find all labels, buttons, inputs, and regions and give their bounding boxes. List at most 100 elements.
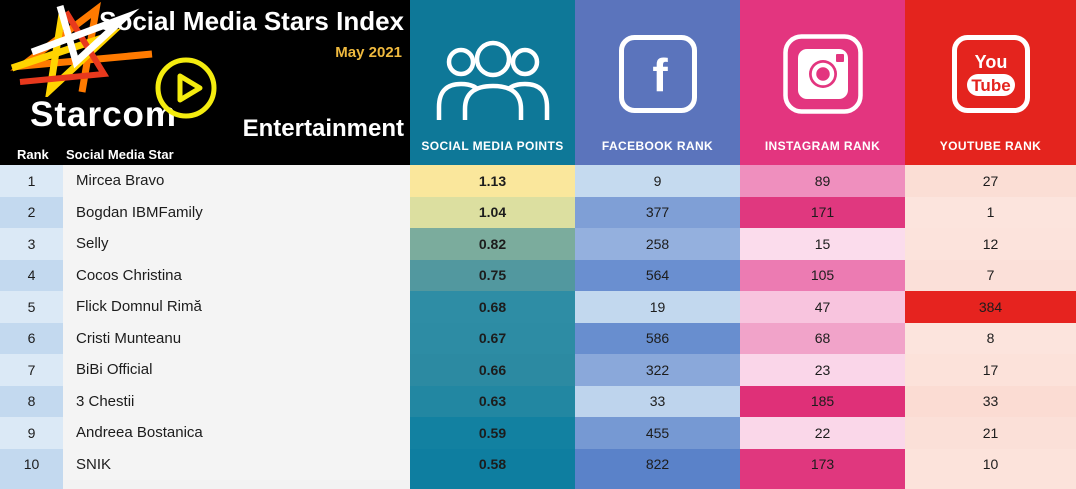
rank-cell: 2 bbox=[0, 196, 63, 228]
youtube-column-label: YOUTUBE RANK bbox=[939, 139, 1042, 153]
youtube-cell: 1 bbox=[905, 196, 1076, 228]
instagram-cell: 171 bbox=[740, 196, 905, 228]
name-cell: SNIK bbox=[63, 448, 410, 480]
facebook-cell: 33 bbox=[575, 385, 740, 417]
instagram-cell: 68 bbox=[740, 322, 905, 354]
instagram-cell: 23 bbox=[740, 354, 905, 386]
points-cell: 0.58 bbox=[410, 448, 575, 480]
name-cell: Flick Domnul Rimă bbox=[63, 291, 410, 323]
header-band: Starcom Social Media Stars Index May 202… bbox=[0, 0, 1076, 165]
youtube-icon: You Tube bbox=[950, 0, 1032, 139]
instagram-cell: 22 bbox=[740, 417, 905, 449]
rank-cell: 3 bbox=[0, 228, 63, 260]
points-cell: 0.75 bbox=[410, 259, 575, 291]
rank-cell: 1 bbox=[0, 165, 63, 197]
table-body: 1 Mircea Bravo 1.13 9 89 27 2 Bogdan IBM… bbox=[0, 165, 1076, 480]
youtube-column-header: You Tube YOUTUBE RANK bbox=[905, 0, 1076, 165]
youtube-cell: 8 bbox=[905, 322, 1076, 354]
name-cell: Bogdan IBMFamily bbox=[63, 196, 410, 228]
table-row: 8 3 Chestii 0.63 33 185 33 bbox=[0, 385, 1076, 417]
facebook-cell: 19 bbox=[575, 291, 740, 323]
page-title: Social Media Stars Index bbox=[99, 6, 404, 36]
rank-cell: 8 bbox=[0, 385, 63, 417]
people-icon bbox=[432, 0, 554, 139]
points-cell: 0.68 bbox=[410, 291, 575, 323]
partial-youtube-cell bbox=[905, 480, 1076, 489]
facebook-cell: 322 bbox=[575, 354, 740, 386]
name-cell: BiBi Official bbox=[63, 354, 410, 386]
points-cell: 0.59 bbox=[410, 417, 575, 449]
points-cell: 1.13 bbox=[410, 165, 575, 197]
table-row: 9 Andreea Bostanica 0.59 455 22 21 bbox=[0, 417, 1076, 449]
youtube-cell: 21 bbox=[905, 417, 1076, 449]
svg-text:Tube: Tube bbox=[971, 76, 1010, 95]
table-row: 3 Selly 0.82 258 15 12 bbox=[0, 228, 1076, 260]
instagram-cell: 173 bbox=[740, 448, 905, 480]
name-cell: Cocos Christina bbox=[63, 259, 410, 291]
points-cell: 1.04 bbox=[410, 196, 575, 228]
instagram-column-label: INSTAGRAM RANK bbox=[764, 139, 881, 153]
youtube-cell: 12 bbox=[905, 228, 1076, 260]
facebook-cell: 586 bbox=[575, 322, 740, 354]
points-column-label: SOCIAL MEDIA POINTS bbox=[421, 139, 564, 153]
rank-cell: 6 bbox=[0, 322, 63, 354]
name-cell: Andreea Bostanica bbox=[63, 417, 410, 449]
points-cell: 0.66 bbox=[410, 354, 575, 386]
table-row: 4 Cocos Christina 0.75 564 105 7 bbox=[0, 259, 1076, 291]
facebook-cell: 258 bbox=[575, 228, 740, 260]
starcom-star-logo-icon bbox=[6, 1, 154, 102]
table-row: 2 Bogdan IBMFamily 1.04 377 171 1 bbox=[0, 196, 1076, 228]
category-title: Entertainment bbox=[242, 115, 404, 142]
points-cell: 0.63 bbox=[410, 385, 575, 417]
instagram-cell: 105 bbox=[740, 259, 905, 291]
rank-cell: 7 bbox=[0, 354, 63, 386]
svg-text:f: f bbox=[652, 49, 668, 101]
youtube-cell: 10 bbox=[905, 448, 1076, 480]
table-row: 1 Mircea Bravo 1.13 9 89 27 bbox=[0, 165, 1076, 197]
youtube-cell: 27 bbox=[905, 165, 1076, 197]
table-row: 5 Flick Domnul Rimă 0.68 19 47 384 bbox=[0, 291, 1076, 323]
table-row: 7 BiBi Official 0.66 322 23 17 bbox=[0, 354, 1076, 386]
facebook-icon: f bbox=[617, 0, 699, 139]
facebook-cell: 455 bbox=[575, 417, 740, 449]
partial-row bbox=[0, 480, 1076, 489]
name-cell: Cristi Munteanu bbox=[63, 322, 410, 354]
brand-name: Starcom bbox=[30, 95, 178, 134]
facebook-column-header: f FACEBOOK RANK bbox=[575, 0, 740, 165]
youtube-cell: 384 bbox=[905, 291, 1076, 323]
table-row: 10 SNIK 0.58 822 173 10 bbox=[0, 448, 1076, 480]
youtube-cell: 33 bbox=[905, 385, 1076, 417]
brand-block: Starcom Social Media Stars Index May 202… bbox=[0, 0, 410, 165]
facebook-cell: 9 bbox=[575, 165, 740, 197]
partial-points-cell bbox=[410, 480, 575, 489]
partial-facebook-cell bbox=[575, 480, 740, 489]
partial-instagram-cell bbox=[740, 480, 905, 489]
youtube-cell: 17 bbox=[905, 354, 1076, 386]
instagram-column-header: INSTAGRAM RANK bbox=[740, 0, 905, 165]
instagram-cell: 15 bbox=[740, 228, 905, 260]
youtube-cell: 7 bbox=[905, 259, 1076, 291]
subtitle-date: May 2021 bbox=[335, 44, 402, 61]
facebook-cell: 377 bbox=[575, 196, 740, 228]
rank-cell: 5 bbox=[0, 291, 63, 323]
facebook-cell: 564 bbox=[575, 259, 740, 291]
svg-text:You: You bbox=[974, 52, 1007, 72]
name-cell: Mircea Bravo bbox=[63, 165, 410, 197]
play-icon bbox=[153, 55, 219, 126]
name-cell: Selly bbox=[63, 228, 410, 260]
star-column-header: Social Media Star bbox=[66, 147, 174, 162]
instagram-cell: 89 bbox=[740, 165, 905, 197]
instagram-icon bbox=[782, 0, 864, 139]
name-cell: 3 Chestii bbox=[63, 385, 410, 417]
rank-column-header: Rank bbox=[17, 147, 49, 162]
table-row: 6 Cristi Munteanu 0.67 586 68 8 bbox=[0, 322, 1076, 354]
points-cell: 0.82 bbox=[410, 228, 575, 260]
rank-cell: 10 bbox=[0, 448, 63, 480]
instagram-cell: 185 bbox=[740, 385, 905, 417]
instagram-cell: 47 bbox=[740, 291, 905, 323]
partial-rank-cell bbox=[0, 480, 63, 489]
facebook-cell: 822 bbox=[575, 448, 740, 480]
points-cell: 0.67 bbox=[410, 322, 575, 354]
rank-cell: 9 bbox=[0, 417, 63, 449]
